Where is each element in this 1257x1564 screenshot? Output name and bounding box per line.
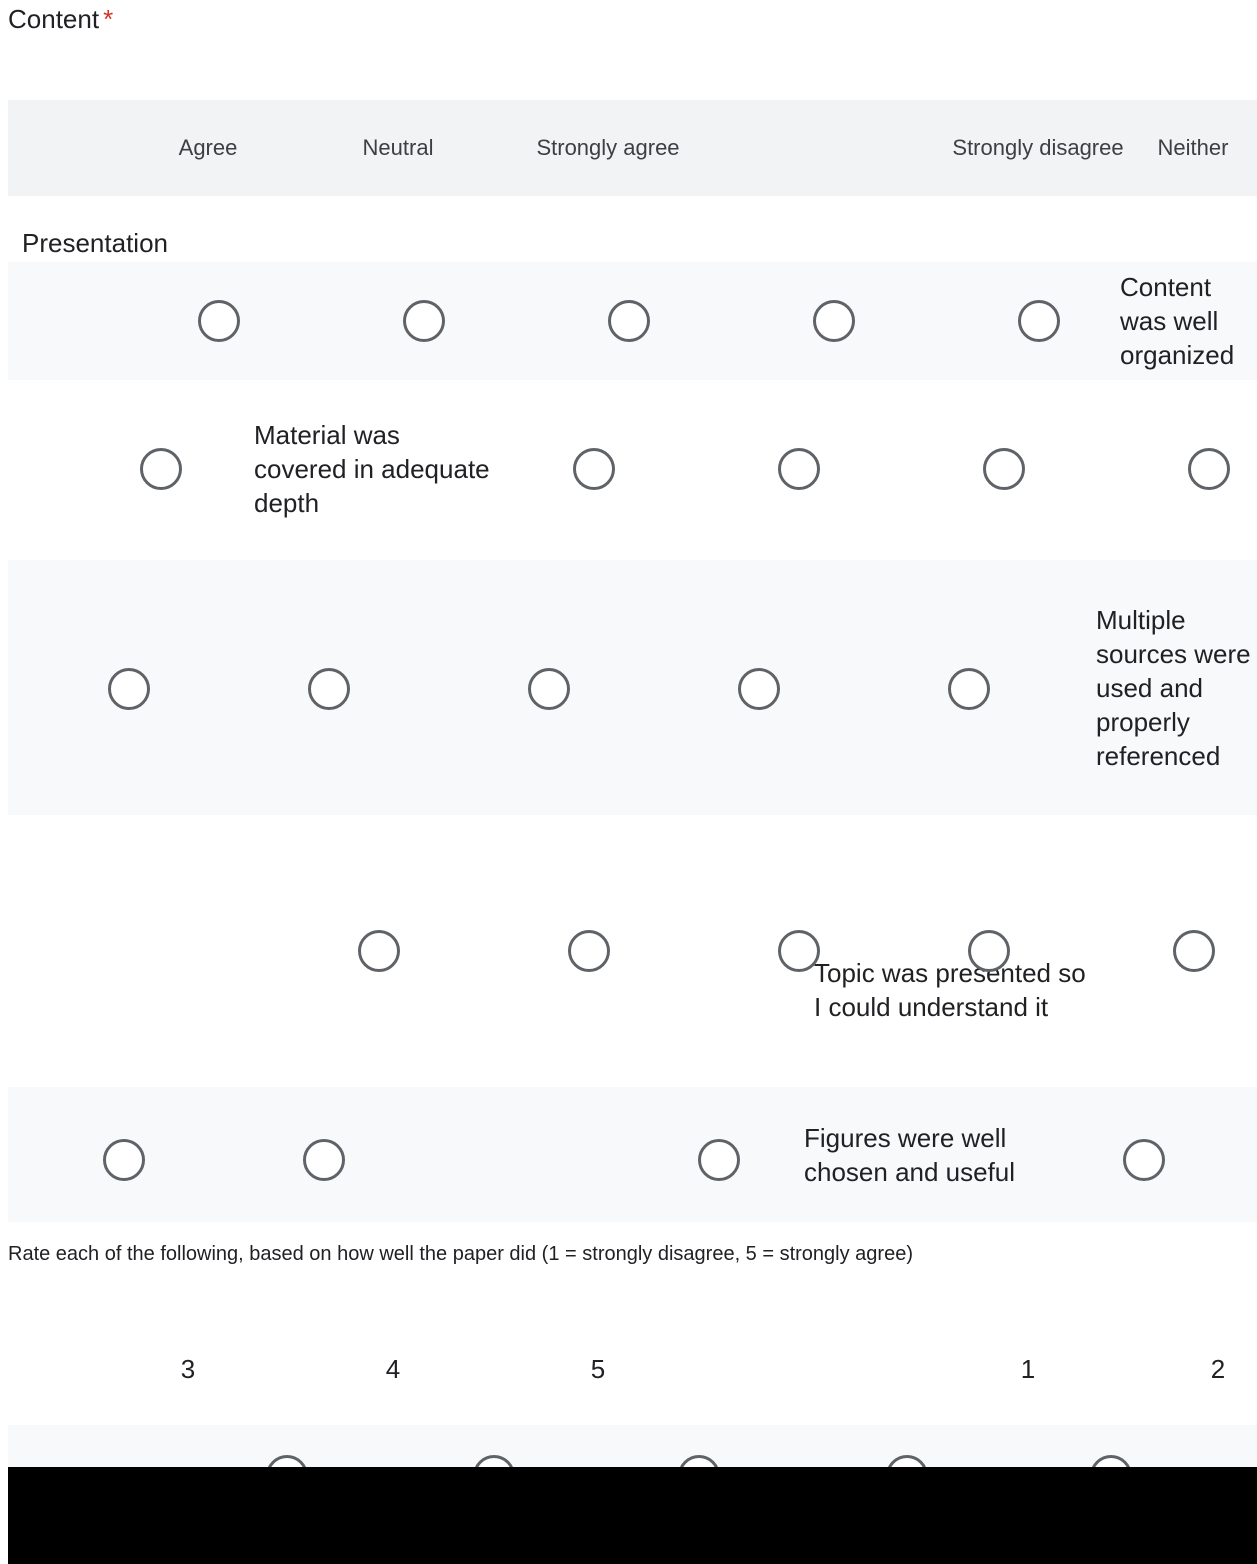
radio-option-2[interactable]: [303, 1139, 345, 1181]
radio-option-5[interactable]: [948, 668, 990, 710]
radio-option-1[interactable]: [198, 300, 240, 342]
column-header-strongly-agree: Strongly agree: [536, 135, 680, 160]
radio-option-3[interactable]: [778, 448, 820, 490]
radio-option-1[interactable]: [140, 448, 182, 490]
next-question-title: Rate each of the following, based on how…: [8, 1243, 913, 1265]
grid-row: Figures were well chosen and useful: [8, 1087, 1257, 1222]
radio-option-4[interactable]: [983, 448, 1025, 490]
grid-row: Material was covered in adequate depth: [8, 386, 1257, 551]
required-asterisk: *: [103, 4, 114, 34]
scale-number-row: 3 4 5 1 2: [8, 1352, 1257, 1392]
radio-option-2[interactable]: [403, 300, 445, 342]
grid-row: Content was well organized: [8, 262, 1257, 380]
radio-option-2[interactable]: [568, 930, 610, 972]
radio-option-5[interactable]: [1173, 930, 1215, 972]
radio-option-3[interactable]: [608, 300, 650, 342]
scale-number: 3: [180, 1354, 196, 1384]
grid-column-header: Agree Strongly agree Neutral Strongly di…: [8, 100, 1257, 196]
section-title-presentation: Presentation: [22, 228, 168, 258]
grid-row: Multiple sources were used and properly …: [8, 560, 1257, 815]
content-title-text: Content: [8, 4, 100, 34]
row-label: Topic was presented so I could understan…: [814, 958, 1086, 1022]
screen-bottom-bar: [8, 1467, 1257, 1564]
radio-option-3[interactable]: [528, 668, 570, 710]
scale-number: 2: [1210, 1354, 1226, 1384]
column-header-neither: Neither: [1157, 135, 1229, 160]
row-label: Material was covered in adequate depth: [254, 419, 490, 518]
radio-option-4[interactable]: [968, 930, 1010, 972]
column-header-neutral: Neutral: [362, 135, 434, 160]
radio-option-4[interactable]: [738, 668, 780, 710]
radio-option-4[interactable]: [813, 300, 855, 342]
section-title-content: Content *: [8, 4, 113, 34]
row-label: Content was well organized: [1120, 272, 1235, 370]
radio-option-5[interactable]: [1188, 448, 1230, 490]
row-label: Figures were well chosen and useful: [804, 1122, 1016, 1187]
scale-number: 5: [590, 1354, 606, 1384]
column-header-agree: Agree: [178, 135, 238, 160]
radio-option-3[interactable]: [778, 930, 820, 972]
radio-option-1[interactable]: [358, 930, 400, 972]
radio-option-1[interactable]: [108, 668, 150, 710]
radio-option-2[interactable]: [308, 668, 350, 710]
radio-option-1[interactable]: [103, 1139, 145, 1181]
column-header-strongly-disagree: Strongly disagree: [952, 135, 1124, 160]
grid-row: [8, 1425, 1257, 1497]
radio-option-3[interactable]: [698, 1139, 740, 1181]
row-label: Multiple sources were used and properly …: [1096, 604, 1251, 771]
radio-option-5[interactable]: [1018, 300, 1060, 342]
grid-row: Topic was presented so I could understan…: [8, 825, 1257, 1077]
radio-option-2[interactable]: [573, 448, 615, 490]
radio-option-4[interactable]: [1123, 1139, 1165, 1181]
scale-number: 1: [1020, 1354, 1036, 1384]
scale-number: 4: [385, 1354, 401, 1384]
